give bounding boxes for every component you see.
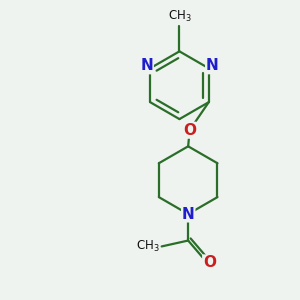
Text: O: O xyxy=(203,255,216,270)
Text: O: O xyxy=(183,123,196,138)
Text: N: N xyxy=(182,206,194,221)
Text: N: N xyxy=(140,58,153,74)
Text: N: N xyxy=(182,206,194,221)
Text: CH$_3$: CH$_3$ xyxy=(168,9,191,24)
Text: CH$_3$: CH$_3$ xyxy=(136,239,160,254)
Text: O: O xyxy=(183,123,196,138)
Text: N: N xyxy=(206,58,219,74)
Text: N: N xyxy=(206,58,219,74)
Text: O: O xyxy=(183,123,196,138)
Text: N: N xyxy=(140,58,153,74)
